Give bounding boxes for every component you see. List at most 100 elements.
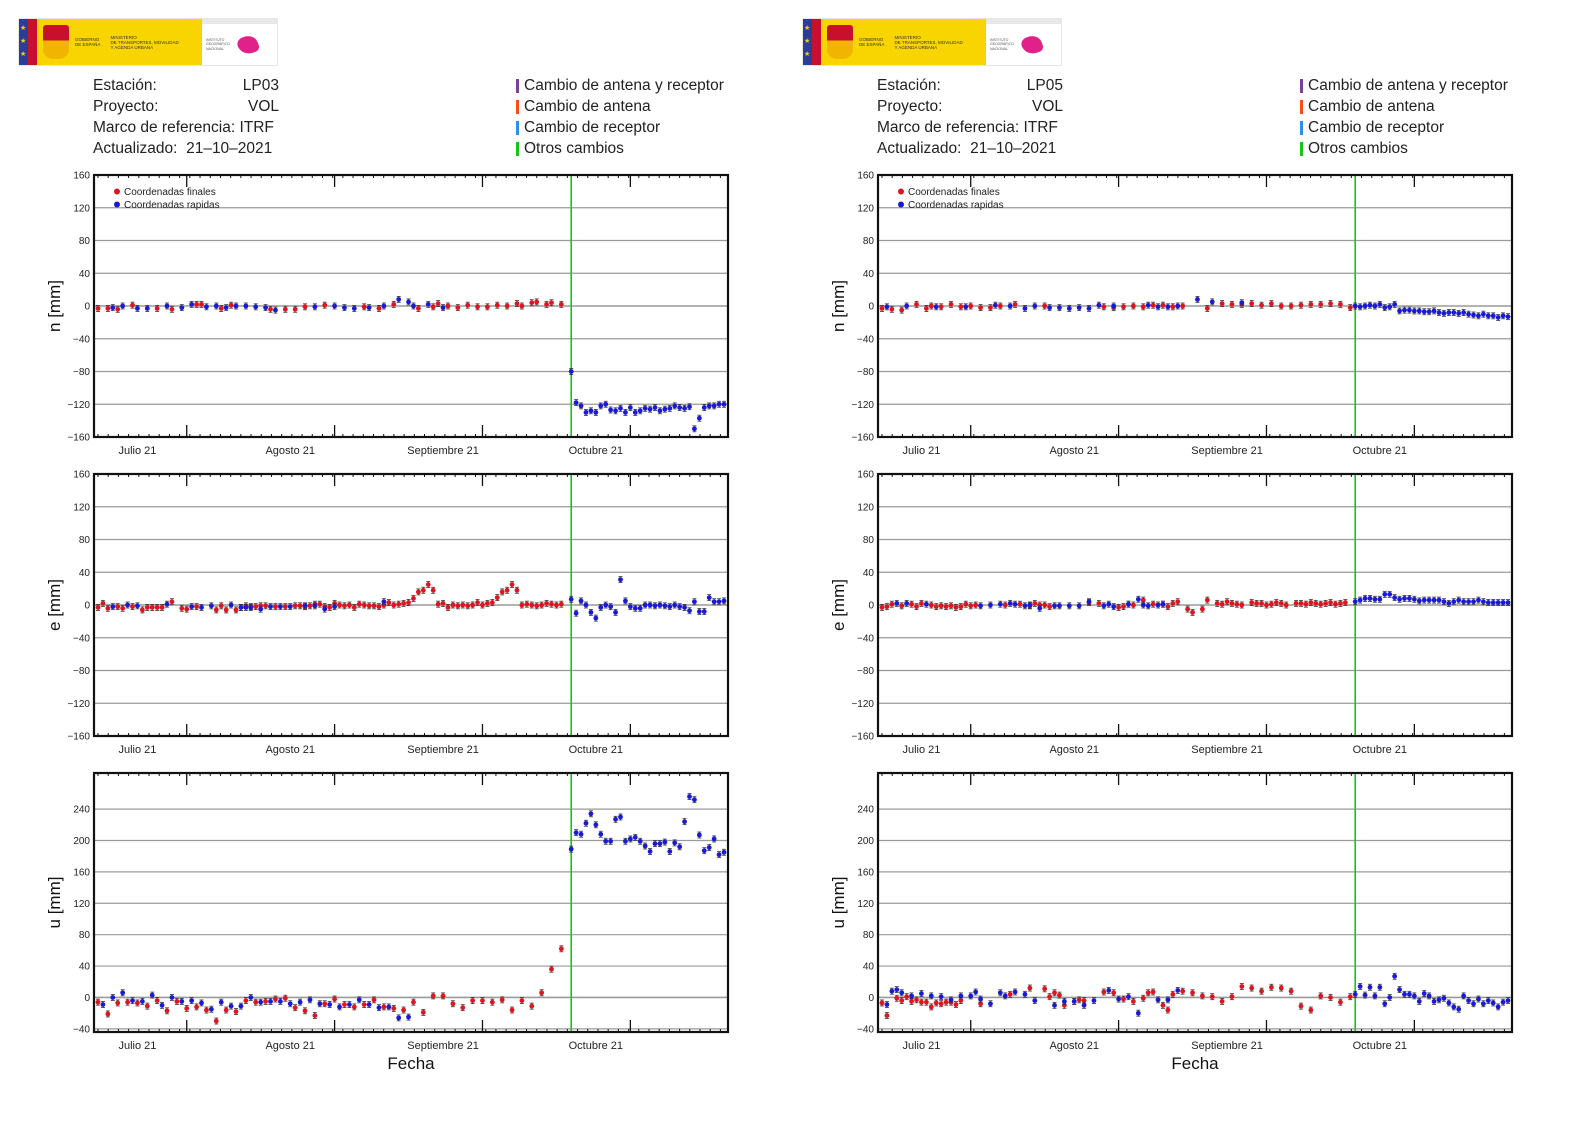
rapid-coordinate-point (593, 409, 599, 416)
final-coordinate-point (440, 599, 446, 607)
rapid-coordinate-point (1382, 1000, 1388, 1008)
rapid-coordinate-point (1027, 601, 1033, 609)
legend-item-other-changes: Otros cambios (1300, 138, 1508, 159)
rapid-coordinate-point (978, 602, 983, 610)
rapid-coordinate-point (608, 603, 614, 611)
rapid-coordinate-point (1416, 997, 1422, 1005)
rapid-coordinate-point (583, 409, 589, 416)
chart-legend-label: Coordenadas finales (124, 187, 216, 198)
rapid-coordinate-point (647, 848, 653, 855)
rapid-coordinate-point (978, 995, 983, 1003)
legend-label: Cambio de antena (1308, 98, 1435, 115)
final-coordinate-point (1027, 984, 1033, 992)
rapid-coordinate-point (578, 597, 584, 605)
final-coordinate-point (346, 601, 352, 609)
final-coordinate-point (879, 604, 885, 611)
final-coordinate-point (879, 305, 885, 312)
x-tick-label: Septiembre 21 (1191, 744, 1263, 756)
rapid-coordinate-point (1372, 595, 1378, 603)
change-type-legend: Cambio de antena y receptor Cambio de an… (516, 75, 724, 159)
rapid-coordinate-point (687, 607, 692, 615)
rapid-coordinate-point (1362, 595, 1368, 602)
rapid-coordinate-point (258, 605, 264, 613)
rapid-coordinate-point (366, 1001, 372, 1008)
rapid-coordinate-point (317, 1000, 323, 1008)
final-coordinate-point (1318, 300, 1324, 308)
final-coordinate-point (509, 581, 515, 588)
rapid-coordinate-point (1377, 595, 1383, 603)
final-coordinate-point (144, 604, 150, 611)
legend-label: Cambio de antena y receptor (524, 77, 724, 94)
final-coordinate-point (361, 601, 367, 609)
final-coordinate-point (184, 605, 190, 613)
final-coordinate-point (1057, 991, 1062, 999)
rapid-coordinate-point (647, 601, 653, 609)
x-tick-label: Septiembre 21 (1191, 1040, 1263, 1052)
government-logo: ★ ★ ★ GOBIERNO DE ESPAÑA MINISTERIO DE TRA… (18, 18, 278, 66)
final-coordinate-point (460, 601, 466, 609)
rapid-coordinate-point (322, 605, 328, 613)
final-coordinate-point (1259, 599, 1264, 607)
rapid-coordinate-point (1451, 309, 1457, 316)
final-coordinate-point (307, 602, 313, 610)
final-coordinate-point (1052, 989, 1057, 997)
final-coordinate-point (1007, 990, 1013, 998)
y-tick-label: 80 (863, 930, 875, 941)
rapid-coordinate-point (711, 598, 717, 606)
rapid-coordinate-point (199, 604, 204, 611)
final-coordinate-point (169, 598, 175, 606)
y-tick-label: 120 (857, 899, 874, 910)
final-coordinate-point (904, 993, 910, 1001)
y-tick-label: 0 (868, 993, 874, 1004)
rapid-coordinate-point (1466, 997, 1471, 1005)
final-coordinate-point (1219, 997, 1225, 1005)
rapid-coordinate-point (696, 608, 702, 615)
final-coordinate-point (470, 601, 476, 609)
rapid-coordinate-point (662, 602, 668, 610)
rapid-coordinate-point (608, 837, 614, 845)
rapid-coordinate-point (1426, 308, 1432, 316)
rapid-coordinate-point (1382, 590, 1388, 598)
final-coordinate-point (494, 594, 500, 602)
logo-text: INSTITUTO (206, 37, 225, 42)
final-coordinate-point (919, 599, 924, 607)
legend-color-swatch (1300, 141, 1303, 156)
y-axis-label: n [mm] (829, 280, 848, 332)
rapid-coordinate-point (1456, 596, 1462, 604)
rapid-coordinate-point (923, 600, 929, 608)
rapid-coordinate-point (1505, 599, 1511, 606)
final-coordinate-point (154, 997, 160, 1005)
rapid-coordinate-point (1012, 988, 1018, 996)
rapid-coordinate-point (657, 601, 663, 609)
rapid-coordinate-point (652, 404, 658, 411)
rapid-coordinate-point (1451, 598, 1457, 606)
y-tick-label: −40 (73, 1024, 90, 1035)
rapid-coordinate-point (110, 603, 116, 611)
final-coordinate-point (997, 302, 1003, 310)
rapid-coordinate-point (711, 835, 717, 843)
station-value: LP05 (1026, 77, 1063, 94)
plot-frame (92, 771, 730, 1034)
chart-lp03-north: 160 120 80 40 0 −40 −80 −120 −160 Julio 21 Agosto … (45, 171, 730, 457)
logo-text: DE TRANSPORTES, MOVILIDAD (894, 39, 963, 45)
rapid-coordinate-point (1466, 310, 1471, 318)
y-tick-label: −40 (857, 1024, 874, 1035)
rapid-coordinate-point (342, 304, 347, 312)
rapid-coordinate-point (189, 997, 195, 1005)
rapid-coordinate-point (642, 601, 648, 609)
rapid-coordinate-point (711, 402, 717, 410)
final-coordinate-point (1308, 1006, 1314, 1014)
rapid-coordinate-point (677, 404, 683, 411)
final-coordinate-point (1214, 599, 1220, 607)
final-coordinate-point (253, 998, 259, 1006)
rapid-coordinate-point (894, 986, 900, 994)
final-coordinate-point (1229, 300, 1235, 308)
rapid-coordinate-point (1505, 997, 1511, 1005)
final-coordinate-point (529, 299, 535, 307)
final-coordinate-point (435, 300, 441, 307)
final-coordinate-point (475, 599, 480, 606)
final-coordinate-point (988, 304, 993, 312)
final-coordinate-point (213, 606, 219, 614)
rapid-coordinate-point (598, 402, 604, 410)
rapid-coordinate-point (277, 603, 283, 611)
